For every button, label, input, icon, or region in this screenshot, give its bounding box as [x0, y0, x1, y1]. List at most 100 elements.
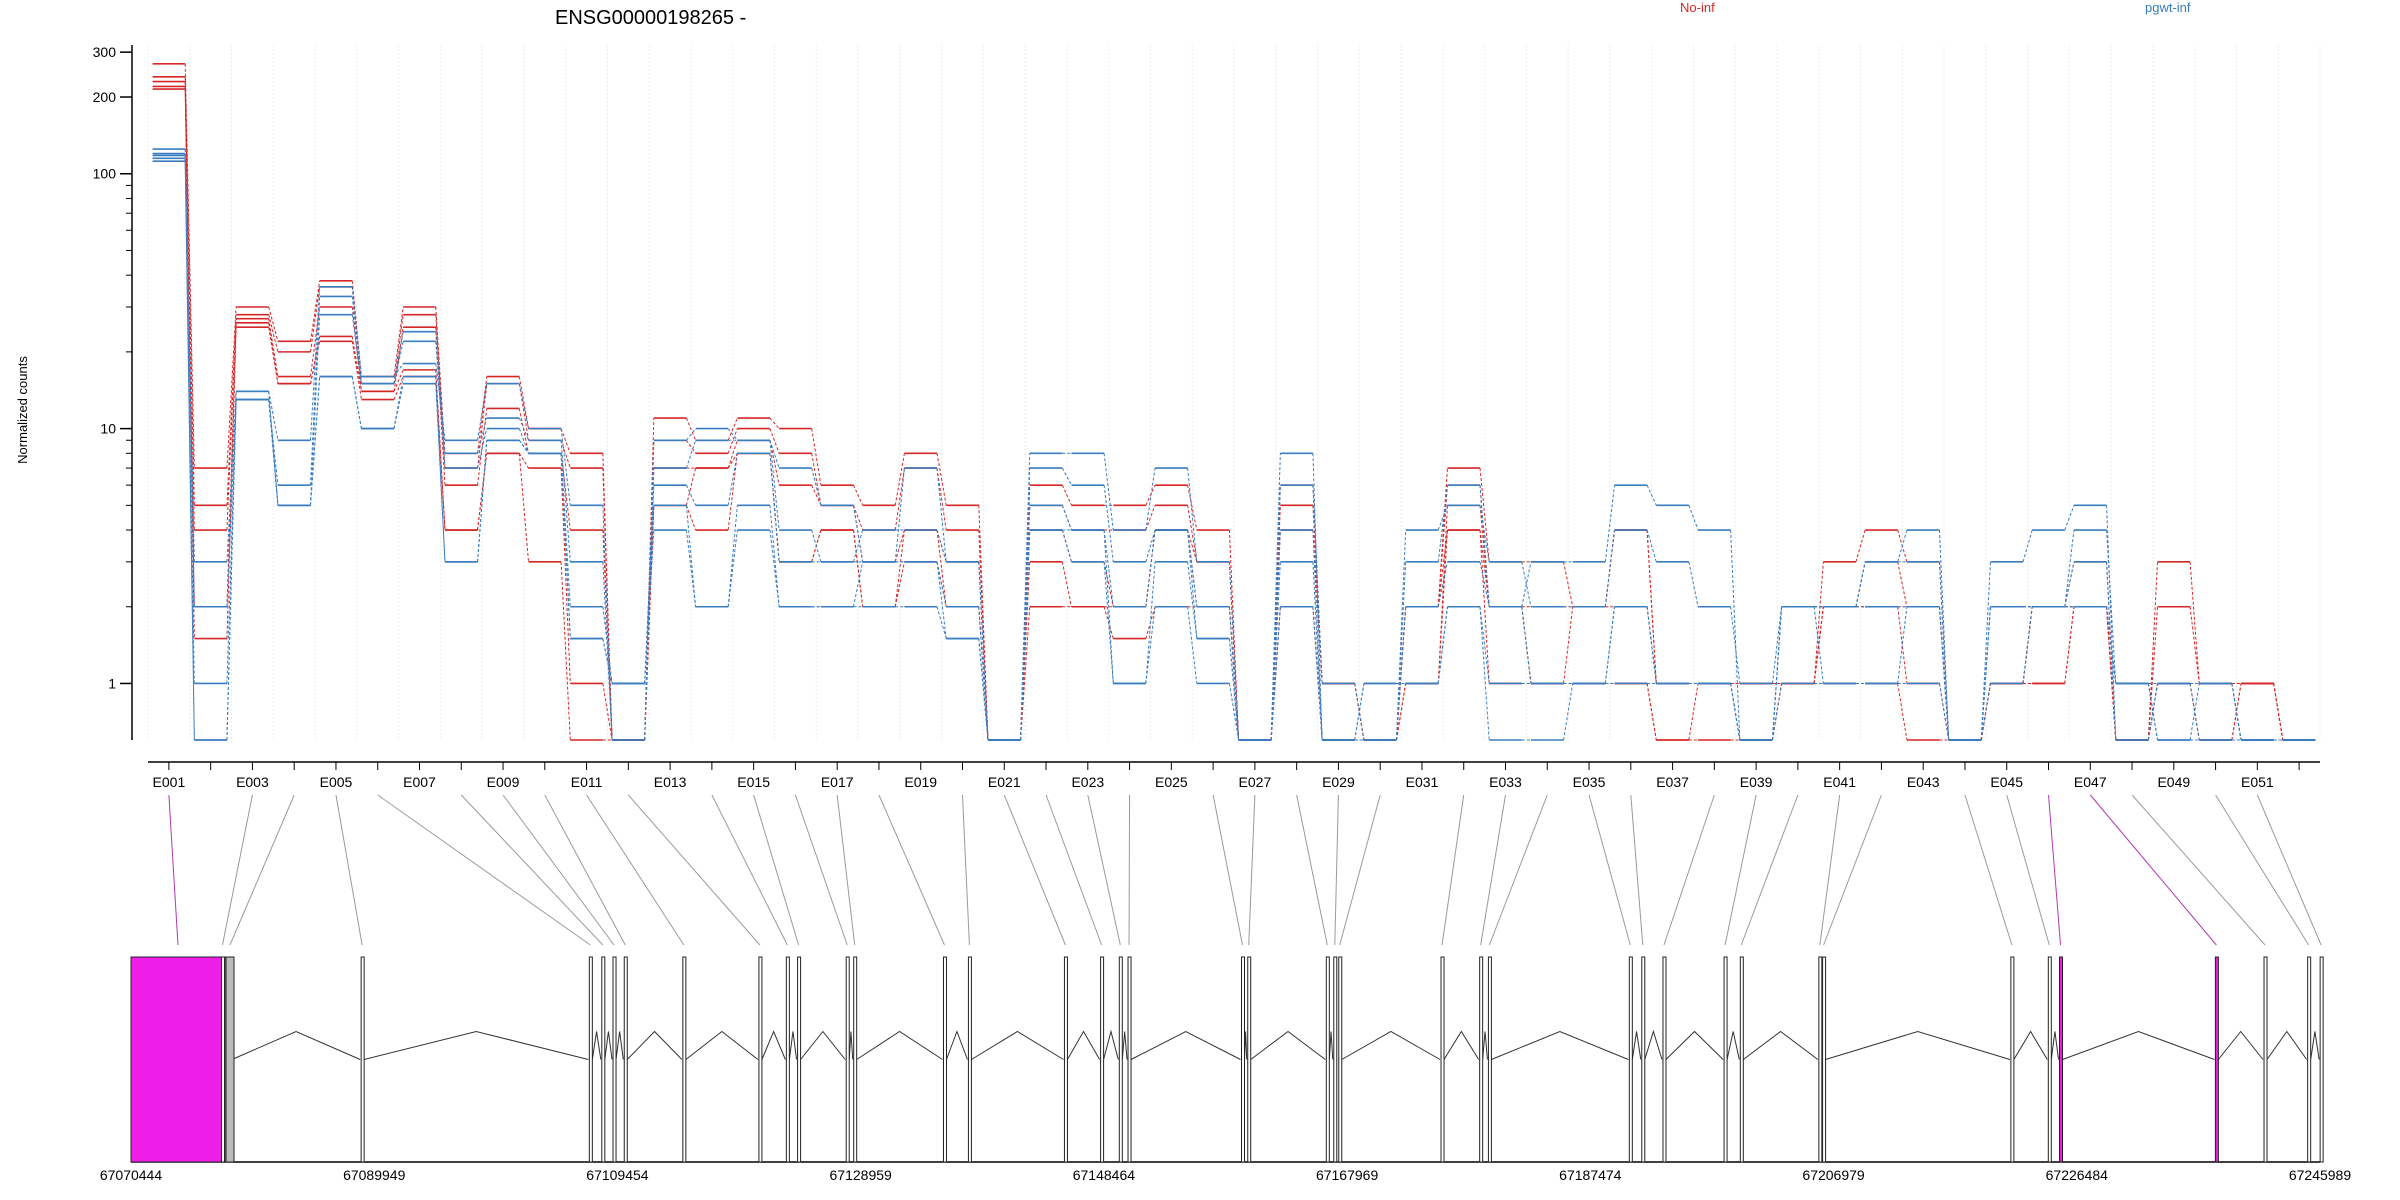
series-link [852, 505, 864, 562]
series-link [1980, 683, 1991, 741]
exon-box [682, 956, 687, 1163]
exon-box [845, 956, 850, 1163]
series-link [560, 440, 571, 562]
series-link [560, 453, 571, 639]
series-link [393, 341, 404, 384]
x-tick-label: E037 [1656, 774, 1689, 790]
exon-utr [225, 956, 235, 1163]
intron-line [971, 1030, 1064, 1060]
exon-box [2319, 956, 2324, 1163]
exon-box [2307, 956, 2312, 1163]
series-link [1771, 683, 1783, 741]
intron-line [1443, 1030, 1480, 1060]
series-link [853, 505, 864, 531]
series-link [978, 638, 989, 741]
series-link [2147, 683, 2159, 741]
exon-box [1822, 956, 1827, 1163]
series-link [602, 453, 613, 741]
series-link [518, 383, 530, 441]
series-link [1980, 683, 1991, 741]
series-link [1980, 683, 1991, 741]
series-link [769, 529, 780, 607]
exon-connector [878, 794, 945, 946]
series-link [1479, 529, 1490, 684]
intron-line [2062, 1030, 2215, 1060]
series-link [811, 428, 822, 486]
series-link [2064, 529, 2075, 607]
series-link [393, 327, 404, 392]
series-link [769, 453, 780, 562]
series-link [1771, 606, 1783, 741]
series-link [268, 314, 279, 353]
series-link [2147, 683, 2159, 741]
exon-connector [1480, 794, 1506, 946]
intron-line [788, 1031, 798, 1060]
series-link [978, 529, 989, 741]
series-link [435, 314, 446, 469]
series-link [1312, 453, 1323, 741]
series-link [769, 417, 780, 429]
series-link [853, 484, 864, 506]
exon-box [1440, 956, 1445, 1163]
exon-box [588, 956, 593, 1163]
intron-line [1631, 1031, 1642, 1060]
exon-connector [168, 794, 179, 946]
series-link [727, 453, 738, 506]
series-link [1187, 485, 1198, 531]
series-link [1312, 529, 1323, 741]
series-link [1145, 606, 1156, 684]
exon-connector [962, 794, 970, 946]
series-link [226, 399, 237, 741]
series-link [2273, 683, 2284, 741]
series-link [1395, 683, 1407, 741]
exon-connector [1248, 794, 1256, 946]
series-link [1771, 606, 1783, 684]
exon-connector [221, 794, 253, 946]
series-link [1187, 606, 1198, 684]
exon-connector [753, 794, 800, 946]
series-link [393, 383, 404, 429]
series-link [2273, 683, 2284, 741]
intron-line [761, 1030, 786, 1060]
series-link [1897, 606, 1908, 684]
series-link [602, 529, 613, 741]
series-link [1312, 485, 1323, 684]
series-link [685, 484, 697, 506]
series-link [1061, 484, 1072, 506]
series-link [393, 306, 404, 377]
exon-box [1127, 956, 1132, 1163]
series-link [1145, 505, 1156, 531]
genome-coordinate-label: 67187474 [1559, 1167, 1622, 1183]
genome-coordinate-label: 67226484 [2046, 1167, 2109, 1183]
exon-connector [1819, 794, 1841, 946]
x-tick-label: E021 [988, 774, 1021, 790]
series-link [686, 428, 696, 441]
series-link [2231, 683, 2242, 741]
x-tick-label: E033 [1489, 774, 1522, 790]
series-link [1897, 529, 1908, 562]
series-link [894, 561, 905, 607]
series-link [727, 428, 738, 441]
series-link [685, 529, 697, 607]
series-link [1855, 529, 1866, 562]
series-link [226, 399, 237, 684]
series-link [393, 331, 404, 384]
series-link [1646, 529, 1657, 684]
series-link [393, 376, 404, 400]
intron-line [626, 1030, 683, 1060]
exon-connector [335, 794, 363, 946]
series-link [2064, 561, 2075, 607]
x-tick-label: E025 [1155, 774, 1188, 790]
series-link [1479, 505, 1490, 607]
series-link [602, 683, 613, 741]
exon-connector [627, 794, 761, 946]
exon-box [1628, 956, 1633, 1163]
exon-connector [794, 794, 848, 946]
chart-title: ENSG00000198265 - [555, 7, 746, 29]
exon-box [2010, 956, 2015, 1163]
series-link [978, 606, 989, 741]
exon-box [1100, 956, 1105, 1163]
exon-box [1739, 956, 1744, 1163]
legend-pgwt-inf: pgwt-inf [2145, 0, 2191, 15]
exon-connector [1045, 794, 1103, 946]
